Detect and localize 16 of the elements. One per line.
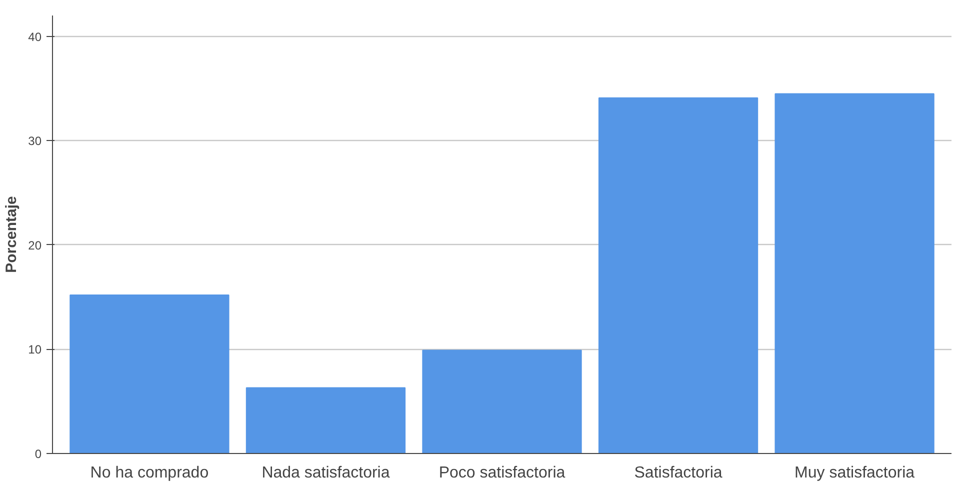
x-tick-label: Satisfactoria (634, 464, 722, 482)
y-tick-label: 40 (28, 30, 42, 44)
bar (774, 93, 934, 454)
bar (598, 97, 758, 454)
x-tick-label: No ha comprado (90, 464, 209, 482)
bar (422, 350, 582, 454)
bar (70, 294, 230, 454)
y-tick-label: 30 (28, 134, 42, 148)
x-tick-label: Poco satisfactoria (438, 464, 566, 482)
x-tick-label: Muy satisfactoria (794, 464, 915, 482)
y-axis-title: Porcentaje (3, 196, 20, 273)
y-tick-label: 10 (28, 342, 42, 357)
y-tick-label: 0 (34, 447, 42, 461)
bar (246, 387, 406, 454)
y-tick-label: 20 (28, 238, 42, 252)
x-tick-label: Nada satisfactoria (262, 464, 390, 482)
